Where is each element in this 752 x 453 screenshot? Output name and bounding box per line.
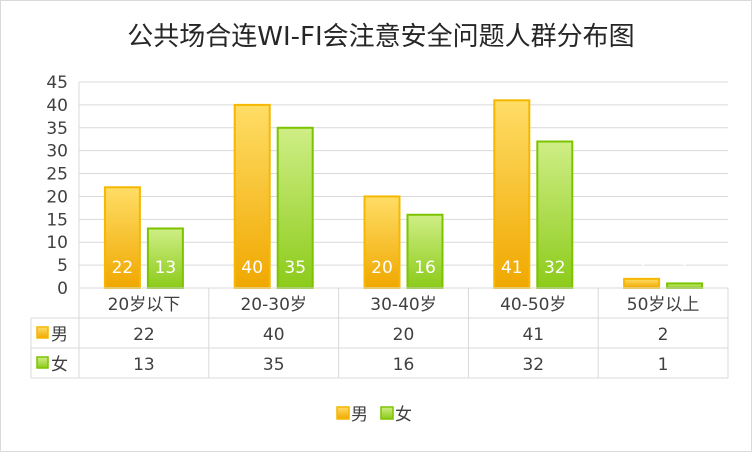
legend-key xyxy=(336,406,350,420)
y-tick-label: 25 xyxy=(46,165,68,185)
table-cell: 40 xyxy=(263,325,285,345)
bar-value-label: 32 xyxy=(544,258,566,278)
table-cell: 41 xyxy=(522,325,544,345)
x-tick-label: 50岁以上 xyxy=(627,295,700,315)
table-cell: 2 xyxy=(658,325,669,345)
table-legend-key xyxy=(36,326,49,339)
legend-label: 女 xyxy=(395,405,412,425)
bar-value-label: 22 xyxy=(112,258,134,278)
x-tick-label: 20岁以下 xyxy=(108,295,181,315)
y-tick-label: 30 xyxy=(46,142,68,162)
bar-female xyxy=(666,282,704,289)
x-tick-label: 40-50岁 xyxy=(500,295,566,315)
table-cell: 22 xyxy=(133,325,155,345)
table-cell: 32 xyxy=(522,355,544,375)
bars: 22 13 40 35 20 16 41 32 2 1 xyxy=(103,99,704,290)
bar-value-label: 1 xyxy=(679,260,690,280)
table-series-name: 男 xyxy=(51,325,68,345)
y-tick-label: 15 xyxy=(46,210,68,230)
y-tick-label: 45 xyxy=(46,73,68,93)
y-tick-label: 40 xyxy=(46,96,68,116)
bar-value-label: 40 xyxy=(241,258,263,278)
bar-male xyxy=(103,186,141,290)
table-cell: 1 xyxy=(658,355,669,375)
bar-male xyxy=(623,277,661,290)
legend-key xyxy=(380,406,394,420)
table-legend-key xyxy=(36,356,49,369)
bar-value-label: 13 xyxy=(155,258,177,278)
x-tick-label: 20-30岁 xyxy=(240,295,306,315)
bar-value-label: 20 xyxy=(371,258,393,278)
chart-title: 公共场合连WI-FI会注意安全问题人群分布图 xyxy=(127,22,634,52)
bar-value-label: 41 xyxy=(501,258,523,278)
x-tick-label: 30-40岁 xyxy=(370,295,436,315)
bar-value-label: 35 xyxy=(284,258,306,278)
bar-male xyxy=(493,99,531,289)
bar-female xyxy=(406,213,444,289)
table-cell: 35 xyxy=(263,355,285,375)
legend: 男女 xyxy=(336,405,412,425)
bar-female xyxy=(276,126,314,290)
table-cell: 16 xyxy=(393,355,415,375)
y-tick-label: 0 xyxy=(57,279,68,299)
y-tick-label: 35 xyxy=(46,119,68,139)
table-cell: 13 xyxy=(133,355,155,375)
y-tick-label: 10 xyxy=(46,233,68,253)
y-tick-label: 5 xyxy=(57,256,68,276)
legend-label: 男 xyxy=(351,405,368,425)
table-cell: 20 xyxy=(393,325,415,345)
bar-female xyxy=(146,227,184,290)
table-series-name: 女 xyxy=(51,355,68,375)
gridlines xyxy=(79,81,728,266)
bar-value-label: 2 xyxy=(636,256,647,276)
bar-male xyxy=(363,195,401,289)
bar-value-label: 16 xyxy=(414,258,436,278)
y-tick-label: 20 xyxy=(46,187,68,207)
